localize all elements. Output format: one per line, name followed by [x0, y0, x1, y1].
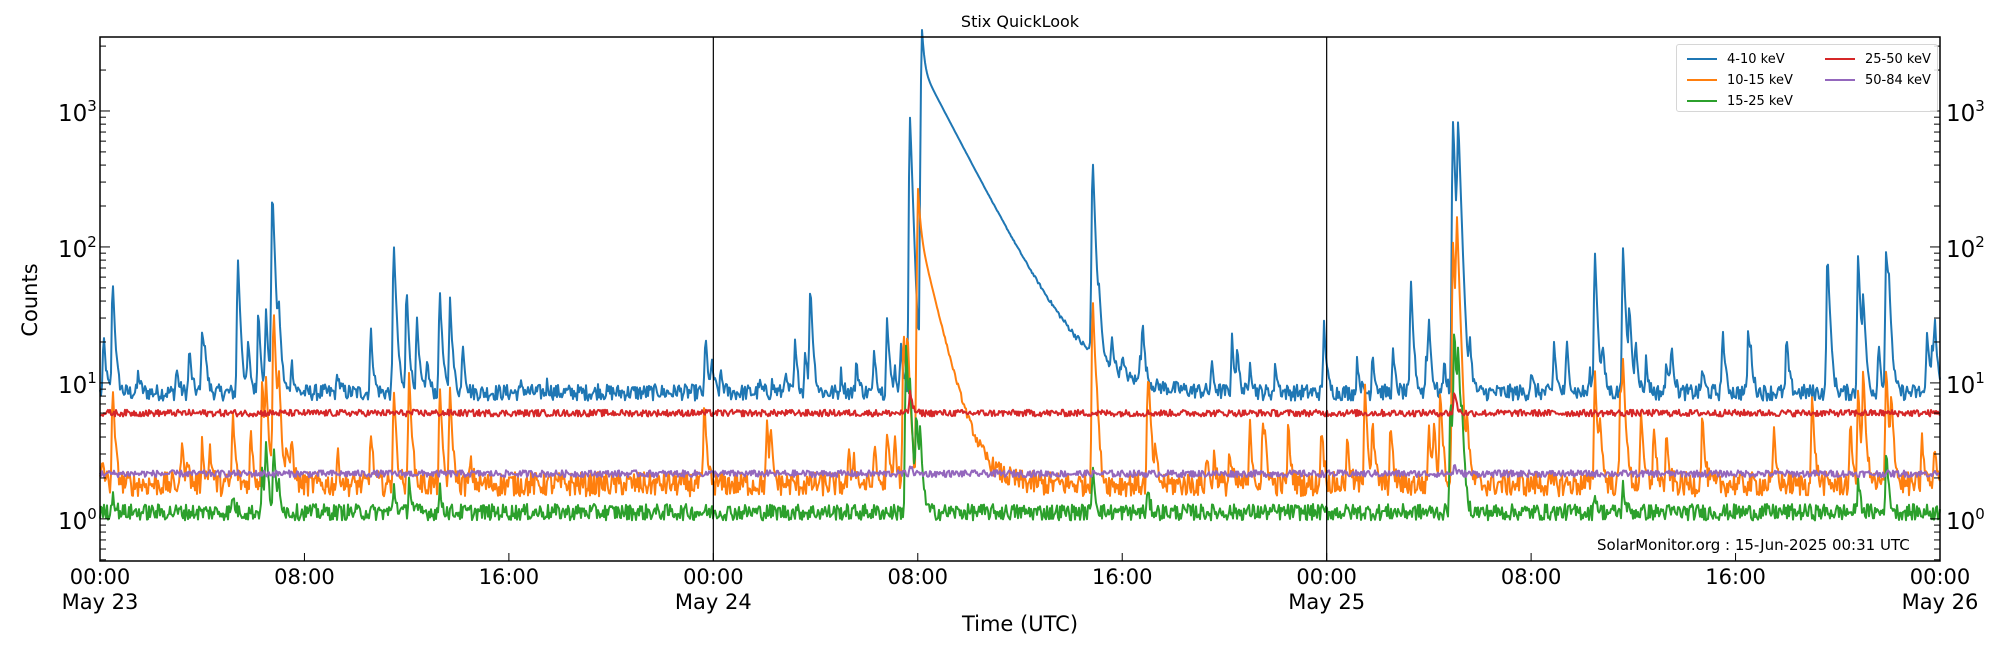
legend-swatch: [1687, 100, 1717, 102]
series-line-15-25-kev: [99, 333, 1941, 522]
legend-item-4-10-kev: 4-10 keV: [1687, 51, 1785, 67]
x-tick-label: 08:00: [887, 565, 949, 589]
x-tick-label: 16:00: [1705, 565, 1766, 589]
series-line-10-15-kev: [99, 187, 1941, 498]
legend-label: 50-84 keV: [1865, 72, 1931, 88]
x-tick-label: 00:00 May 26: [1901, 565, 1979, 614]
legend-item-25-50-kev: 25-50 keV: [1825, 51, 1931, 67]
series-line-25-50-kev: [99, 389, 1941, 418]
legend-label: 4-10 keV: [1727, 51, 1785, 67]
plot-frame: [99, 36, 1941, 562]
x-tick-label: 00:00 May 24: [674, 565, 752, 614]
y-tick-label-left: 101: [58, 368, 97, 399]
x-tick-label: 00:00 May 23: [61, 565, 139, 614]
legend-item-15-25-kev: 15-25 keV: [1687, 93, 1793, 109]
x-tick-label: 00:00 May 25: [1288, 565, 1366, 614]
watermark-text: SolarMonitor.org : 15-Jun-2025 00:31 UTC: [1597, 536, 1910, 554]
x-tick-label: 08:00: [274, 565, 335, 589]
y-tick-label-right: 103: [1946, 96, 1985, 127]
legend-swatch: [1687, 79, 1717, 81]
y-tick-label-right: 102: [1946, 232, 1985, 263]
x-tick-label: 08:00: [1500, 565, 1562, 589]
legend-label: 25-50 keV: [1865, 51, 1931, 67]
series-line-4-10-kev: [99, 29, 1941, 402]
legend-item-10-15-kev: 10-15 keV: [1687, 72, 1793, 88]
legend-swatch: [1825, 79, 1855, 81]
legend-item-50-84-kev: 50-84 keV: [1825, 72, 1931, 88]
y-tick-label-right: 100: [1946, 504, 1985, 535]
y-tick-label-left: 100: [58, 504, 97, 535]
legend-swatch: [1687, 58, 1717, 60]
series-line-50-84-kev: [99, 464, 1941, 479]
legend-label: 15-25 keV: [1727, 93, 1793, 109]
series-layer: [99, 29, 1941, 522]
legend-swatch: [1825, 58, 1855, 60]
y-axis-label: Counts: [18, 263, 42, 337]
x-tick-label: 16:00: [1091, 565, 1153, 589]
y-tick-label-left: 102: [58, 232, 97, 263]
x-axis-label: Time (UTC): [961, 612, 1079, 636]
legend: 4-10 keV 10-15 keV 15-25 keV 25-50 keV 5…: [1676, 44, 1938, 112]
x-tick-label: 16:00: [478, 565, 540, 589]
day-divider-lines: [712, 37, 1328, 561]
y-tick-label-left: 103: [58, 96, 97, 127]
chart-title: Stix QuickLook: [960, 12, 1080, 31]
y-tick-label-right: 101: [1946, 368, 1985, 399]
legend-label: 10-15 keV: [1727, 72, 1793, 88]
